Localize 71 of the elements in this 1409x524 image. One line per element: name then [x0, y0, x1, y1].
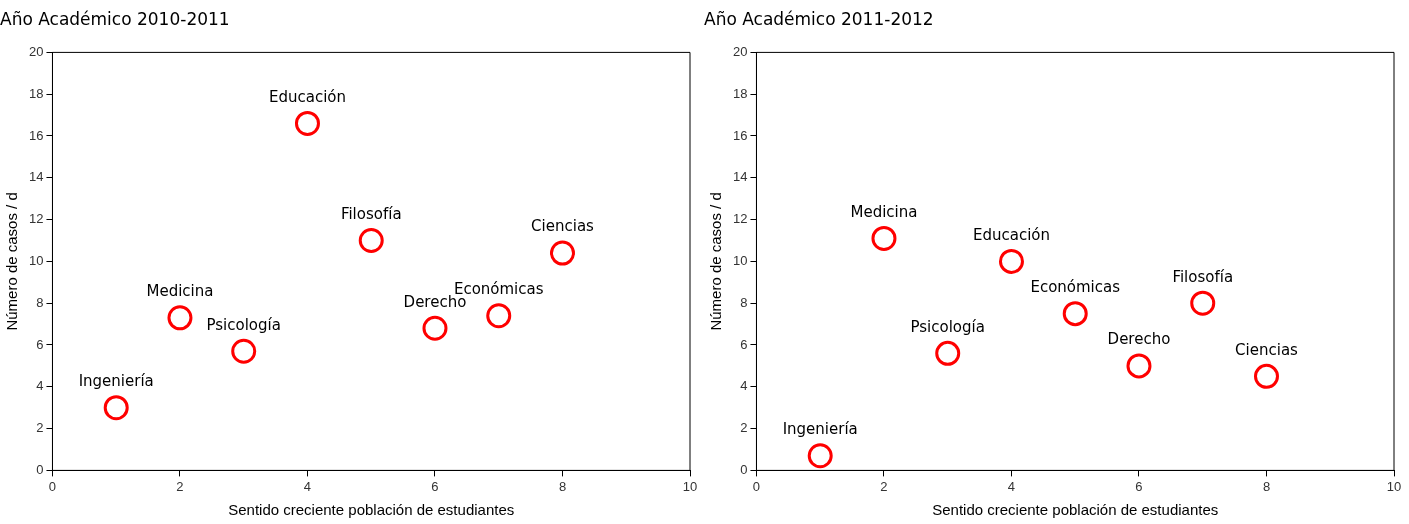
x-tick-label: 10 — [682, 478, 698, 494]
y-tick-label: 14 — [28, 169, 44, 185]
y-tick-label: 6 — [740, 336, 748, 352]
y-axis-title: Número de casos / d — [3, 192, 21, 331]
point — [871, 225, 897, 251]
point — [1253, 363, 1279, 389]
x-tick-label: 2 — [880, 478, 888, 494]
annotation: Derecho — [1107, 330, 1171, 349]
y-tick-label: 10 — [28, 252, 44, 268]
y-tick-label: 18 — [732, 85, 748, 101]
point — [1190, 290, 1216, 316]
point — [294, 110, 320, 136]
point — [486, 303, 512, 329]
x-axis-title: Sentido creciente población de estudiantes — [228, 501, 515, 519]
point — [549, 240, 575, 266]
y-tick-label: 8 — [36, 294, 44, 310]
point — [1126, 353, 1152, 379]
annotation: Filosofía — [1172, 267, 1234, 286]
point — [103, 395, 129, 421]
y-tick-label: 16 — [732, 127, 748, 143]
x-tick-label: 8 — [1262, 478, 1271, 494]
y-tick-label: 2 — [36, 420, 44, 436]
annotation: Filosofía — [340, 204, 402, 223]
y-tick-label: 18 — [28, 85, 44, 101]
x-tick-label: 0 — [752, 478, 761, 494]
annotation: Económicas — [453, 280, 544, 299]
point — [807, 443, 833, 469]
point — [358, 228, 384, 253]
y-tick-label: 10 — [732, 252, 748, 268]
chart-title: Año Académico 2010-2011 — [0, 8, 230, 29]
y-tick-label: 4 — [36, 378, 44, 394]
annotation: Medicina — [850, 202, 918, 221]
point — [231, 338, 257, 364]
y-tick-label: 12 — [732, 211, 748, 227]
point — [422, 315, 448, 341]
x-tick-label: 0 — [48, 478, 57, 494]
point — [167, 305, 193, 331]
y-tick-label: 0 — [36, 461, 44, 477]
y-tick-label: 6 — [36, 336, 44, 352]
y-tick-label: 16 — [28, 127, 44, 143]
annotation: Educación — [972, 225, 1050, 244]
y-axis-title: Número de casos / d — [707, 192, 725, 331]
annotation: Medicina — [146, 282, 214, 301]
annotation: Ingeniería — [782, 420, 858, 439]
x-tick-label: 4 — [303, 478, 312, 494]
annotation: Económicas — [1030, 278, 1121, 297]
y-tick-label: 20 — [28, 43, 44, 59]
x-tick-label: 8 — [558, 478, 567, 494]
point — [1062, 301, 1088, 327]
y-tick-label: 4 — [740, 378, 748, 394]
y-tick-label: 2 — [740, 420, 748, 436]
annotation: Ciencias — [531, 217, 595, 236]
annotation: Educación — [268, 87, 346, 106]
y-tick-label: 14 — [732, 169, 748, 185]
annotation: Ciencias — [1235, 340, 1299, 359]
x-tick-label: 6 — [431, 478, 439, 494]
point — [998, 248, 1024, 274]
x-tick-label: 4 — [1007, 478, 1016, 494]
annotation: Psicología — [206, 315, 281, 334]
y-tick-label: 20 — [732, 43, 748, 59]
x-tick-label: 6 — [1135, 478, 1143, 494]
annotation: Psicología — [910, 317, 985, 336]
y-tick-label: 8 — [740, 294, 748, 310]
x-tick-label: 2 — [176, 478, 184, 494]
y-tick-label: 12 — [28, 211, 44, 227]
x-tick-label: 10 — [1386, 478, 1402, 494]
chart-title: Año Académico 2011-2012 — [704, 8, 934, 29]
x-axis-title: Sentido creciente población de estudiantes — [932, 501, 1219, 519]
point — [935, 340, 961, 366]
y-tick-label: 0 — [740, 461, 748, 477]
annotation: Ingeniería — [78, 372, 154, 391]
